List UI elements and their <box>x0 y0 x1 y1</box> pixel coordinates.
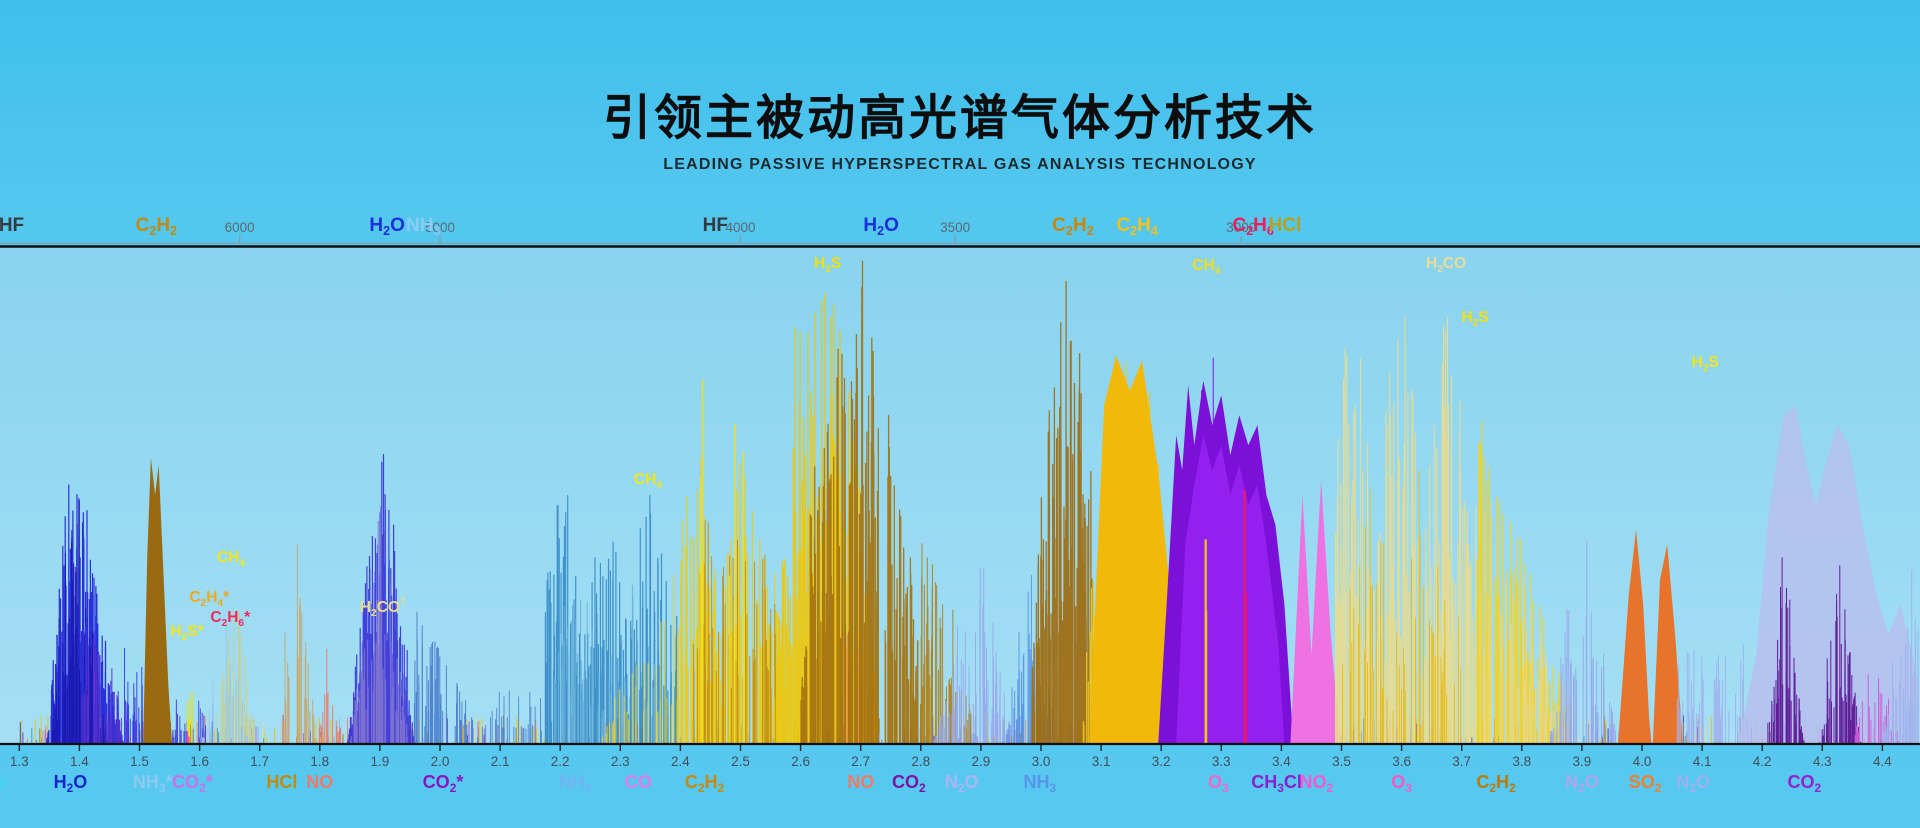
gas-label: NO <box>847 772 874 792</box>
bottom-axis-tick-label: 3.4 <box>1272 754 1291 769</box>
gas-label: O3 <box>1391 772 1412 795</box>
bottom-axis-tick-label: 1.6 <box>190 754 209 769</box>
gas-label: CH4 <box>634 471 662 491</box>
bottom-axis-tick-label: 4.0 <box>1633 754 1652 769</box>
bottom-axis-tick-label: 3.6 <box>1392 754 1411 769</box>
gas-label: C2H4 <box>1116 215 1157 238</box>
gas-label: HCl <box>1269 215 1302 236</box>
page-subtitle: LEADING PASSIVE HYPERSPECTRAL GAS ANALYS… <box>663 156 1257 173</box>
gas-label: 2 <box>0 772 7 792</box>
bottom-axis-tick-label: 3.8 <box>1512 754 1531 769</box>
gas-label: CO2* <box>172 772 213 795</box>
gas-label: NO2 <box>1299 772 1333 795</box>
bottom-axis-tick-label: 1.5 <box>130 754 149 769</box>
gas-label: NH3 <box>1023 772 1056 795</box>
gas-label: CH4 <box>217 549 245 569</box>
axes: 6000 5000 4000 3500 3000 1.3 1.4 1.5 1.6 1.7 1.8 1.… <box>0 220 1920 769</box>
bottom-axis-tick-label: 4.2 <box>1753 754 1772 769</box>
gas-label: CO2* <box>423 772 464 795</box>
gas-label: H2O <box>863 215 898 238</box>
bottom-axis-tick-label: 1.8 <box>310 754 329 769</box>
bottom-axis-tick-label: 3.0 <box>1032 754 1051 769</box>
gas-label: CH4 <box>1192 257 1220 277</box>
bottom-axis-tick-label: 1.3 <box>10 754 29 769</box>
bottom-axis-tick-label: 2.2 <box>551 754 570 769</box>
gas-label: CH3Cl <box>1251 772 1302 795</box>
bottom-axis-tick-label: 2.0 <box>431 754 450 769</box>
gas-label: NH3 <box>406 215 440 238</box>
gas-label: C2H4* <box>189 589 230 609</box>
page-title: 引领主被动高光谱气体分析技术 <box>602 92 1317 145</box>
gas-label: N2O <box>945 772 979 795</box>
bottom-axis-tick-label: 3.5 <box>1332 754 1351 769</box>
gas-label: N2O <box>1676 772 1710 795</box>
gas-label: CO2 <box>1787 772 1821 795</box>
bottom-gas-labels: 2 H2O NH3* CO2* HCl NO CO2* NH3 CO C2H2 NO CO2 N2O NH… <box>0 772 1821 795</box>
gas-label: H2S* <box>170 623 204 643</box>
gas-label: HCl <box>266 772 297 792</box>
gas-label: SO2 <box>1629 772 1662 795</box>
gas-label: C2H6* <box>210 609 251 629</box>
gas-label: C2H2 <box>136 215 177 238</box>
bottom-axis-tick-label: 2.9 <box>972 754 991 769</box>
gas-label: H2O <box>369 215 404 238</box>
top-axis-tick-label: 3500 <box>940 220 970 235</box>
bottom-axis-tick-label: 2.5 <box>731 754 750 769</box>
gas-label: O3 <box>1208 772 1229 795</box>
gas-label: H2S <box>1691 354 1718 374</box>
gas-label: NH3 <box>559 772 592 795</box>
gas-label: NO <box>306 772 333 792</box>
gas-label: HF <box>703 215 728 236</box>
bottom-axis-tick-label: 2.6 <box>791 754 810 769</box>
bottom-axis-tick-label: 3.9 <box>1573 754 1592 769</box>
bottom-axis-tick-label: 2.4 <box>671 754 690 769</box>
bottom-axis-tick-label: 3.2 <box>1152 754 1171 769</box>
bottom-axis-tick-label: 1.9 <box>371 754 390 769</box>
bottom-axis-tick-label: 2.7 <box>851 754 870 769</box>
top-axis-tick-label: 4000 <box>725 220 755 235</box>
gas-label: HF <box>0 215 24 236</box>
gas-label: CO2 <box>892 772 926 795</box>
gas-label: H2S <box>1461 309 1488 329</box>
top-axis-tick-label: 6000 <box>225 220 255 235</box>
bottom-axis-tick-label: 4.4 <box>1873 754 1892 769</box>
gas-label: CO <box>625 772 652 792</box>
top-axis-tick-label: 5000 <box>425 220 455 235</box>
gas-label: C2H2 <box>1476 772 1516 795</box>
bottom-axis-tick-label: 2.8 <box>911 754 930 769</box>
gas-label: C2H2 <box>1052 215 1093 238</box>
plot-area <box>0 246 1920 744</box>
gas-label: C2H6 <box>1232 215 1273 238</box>
gas-label: H2O <box>54 772 88 795</box>
bottom-axis-tick-label: 1.4 <box>70 754 89 769</box>
bottom-axis-tick-label: 4.3 <box>1813 754 1832 769</box>
inchart-gas-labels: CH4 C2H4*C2H6* H2S* H2CO† CH4 H2S CH4 H2CO H2S H2… <box>170 255 1718 643</box>
gas-label: N2O <box>1565 772 1599 795</box>
bottom-axis-tick-label: 4.1 <box>1693 754 1712 769</box>
gas-label: H2CO <box>1426 255 1466 275</box>
gas-label: H2S <box>814 255 841 275</box>
gas-label: H2CO† <box>360 596 406 619</box>
gas-label: C2H2 <box>685 772 725 795</box>
bottom-axis-tick-label: 3.3 <box>1212 754 1231 769</box>
bottom-axis-tick-label: 3.7 <box>1452 754 1471 769</box>
bottom-axis-tick-label: 2.1 <box>491 754 510 769</box>
gas-label: NH3* <box>133 772 173 795</box>
bottom-axis-tick-label: 1.7 <box>250 754 269 769</box>
top-axis-tick-label: 3000 <box>1226 220 1256 235</box>
bottom-axis-tick-label: 2.3 <box>611 754 630 769</box>
spectra-lines <box>19 260 1919 744</box>
bottom-axis-tick-label: 3.1 <box>1092 754 1111 769</box>
